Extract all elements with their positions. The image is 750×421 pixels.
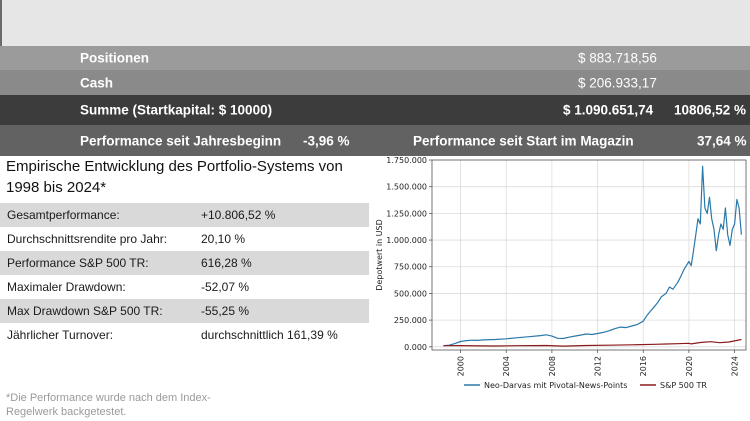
total-percent: 10806,52 % xyxy=(674,102,747,118)
y-tick-label: 0.000 xyxy=(404,343,427,352)
stat-label: Durchschnittsrendite pro Jahr: xyxy=(7,232,168,246)
stats-row: Gesamtperformance: +10.806,52 % xyxy=(0,203,369,227)
stat-label: Jährlicher Turnover: xyxy=(7,328,114,342)
cash-label: Cash xyxy=(80,75,114,90)
y-tick-label: 250.000 xyxy=(394,316,427,325)
y-tick-label: 1.250.000 xyxy=(386,209,427,218)
total-value: $ 1.090.651,74 xyxy=(563,102,654,118)
total-label: Summe (Startkapital: $ 10000) xyxy=(80,102,273,118)
legend-label: Neo-Darvas mit Pivotal-News-Points xyxy=(484,381,627,390)
performance-ytd-label: Performance seit Jahresbeginn xyxy=(80,133,282,148)
y-tick-label: 1.750.000 xyxy=(386,156,427,165)
stat-value: 616,28 % xyxy=(201,256,252,270)
positions-label: Positionen xyxy=(80,50,150,66)
top-header-band xyxy=(0,0,750,46)
series-line-sp500 xyxy=(443,338,742,347)
stat-value: -52,07 % xyxy=(201,280,250,294)
plot-frame xyxy=(431,159,747,351)
stats-row: Performance S&P 500 TR: 616,28 % xyxy=(0,251,369,275)
cash-row: Cash $ 206.933,17 xyxy=(0,70,750,95)
stat-label: Gesamtperformance: xyxy=(7,208,120,222)
positions-row: Positionen $ 883.718,56 xyxy=(0,46,750,70)
stat-label: Maximaler Drawdown: xyxy=(7,280,126,294)
stat-label: Max Drawdown S&P 500 TR: xyxy=(7,304,163,318)
legend-label: S&P 500 TR xyxy=(660,381,707,390)
chart-svg: 0.000 250.000 500.000 750.000 1.000.000 1.250… xyxy=(375,156,747,390)
stat-value: +10.806,52 % xyxy=(201,208,276,222)
stats-row: Maximaler Drawdown: -52,07 % xyxy=(0,275,369,299)
stats-row: Max Drawdown S&P 500 TR: -55,25 % xyxy=(0,299,369,323)
performance-start-value: 37,64 % xyxy=(697,133,747,148)
cash-value: $ 206.933,17 xyxy=(578,75,657,90)
stats-table: Gesamtperformance: +10.806,52 % Durchsch… xyxy=(0,203,369,347)
performance-ytd-value: -3,96 % xyxy=(303,133,350,148)
plot-area xyxy=(432,160,746,350)
stat-value: -55,25 % xyxy=(201,304,250,318)
y-tick-label: 1.000.000 xyxy=(386,236,427,245)
performance-start-label: Performance seit Start im Magazin xyxy=(413,133,634,148)
x-tick-label: 2004 xyxy=(502,356,511,376)
x-tick-label: 2012 xyxy=(594,356,603,376)
header-edge-divider xyxy=(0,0,2,46)
x-tick-label: 2020 xyxy=(685,356,694,376)
stats-row: Jährlicher Turnover: durchschnittlich 16… xyxy=(0,323,369,347)
stat-value: durchschnittlich 161,39 % xyxy=(201,328,338,342)
x-tick-label: 2008 xyxy=(548,356,557,376)
performance-row: Performance seit Jahresbeginn -3,96 % Pe… xyxy=(0,125,750,156)
total-row: Summe (Startkapital: $ 10000) $ 1.090.65… xyxy=(0,95,750,125)
x-tick-label: 2000 xyxy=(457,356,466,376)
section-title: Empirische Entwicklung des Portfolio-Sys… xyxy=(6,158,343,196)
y-tick-label: 750.000 xyxy=(394,263,427,272)
stats-row: Durchschnittsrendite pro Jahr: 20,10 % xyxy=(0,227,369,251)
stat-label: Performance S&P 500 TR: xyxy=(7,256,149,270)
y-axis-label: Depotwert in USD xyxy=(375,219,384,291)
stat-value: 20,10 % xyxy=(201,232,246,246)
y-tick-label: 500.000 xyxy=(394,289,427,298)
portfolio-chart: 0.000 250.000 500.000 750.000 1.000.000 1.250… xyxy=(370,156,750,421)
footnote: *Die Performance wurde nach dem Index-Re… xyxy=(6,392,211,418)
x-tick-label: 2016 xyxy=(639,356,648,376)
positions-value: $ 883.718,56 xyxy=(578,50,657,66)
series-line-neo-darvas xyxy=(443,165,742,347)
y-tick-label: 1.500.000 xyxy=(386,183,427,192)
x-tick-label: 2024 xyxy=(731,356,740,376)
